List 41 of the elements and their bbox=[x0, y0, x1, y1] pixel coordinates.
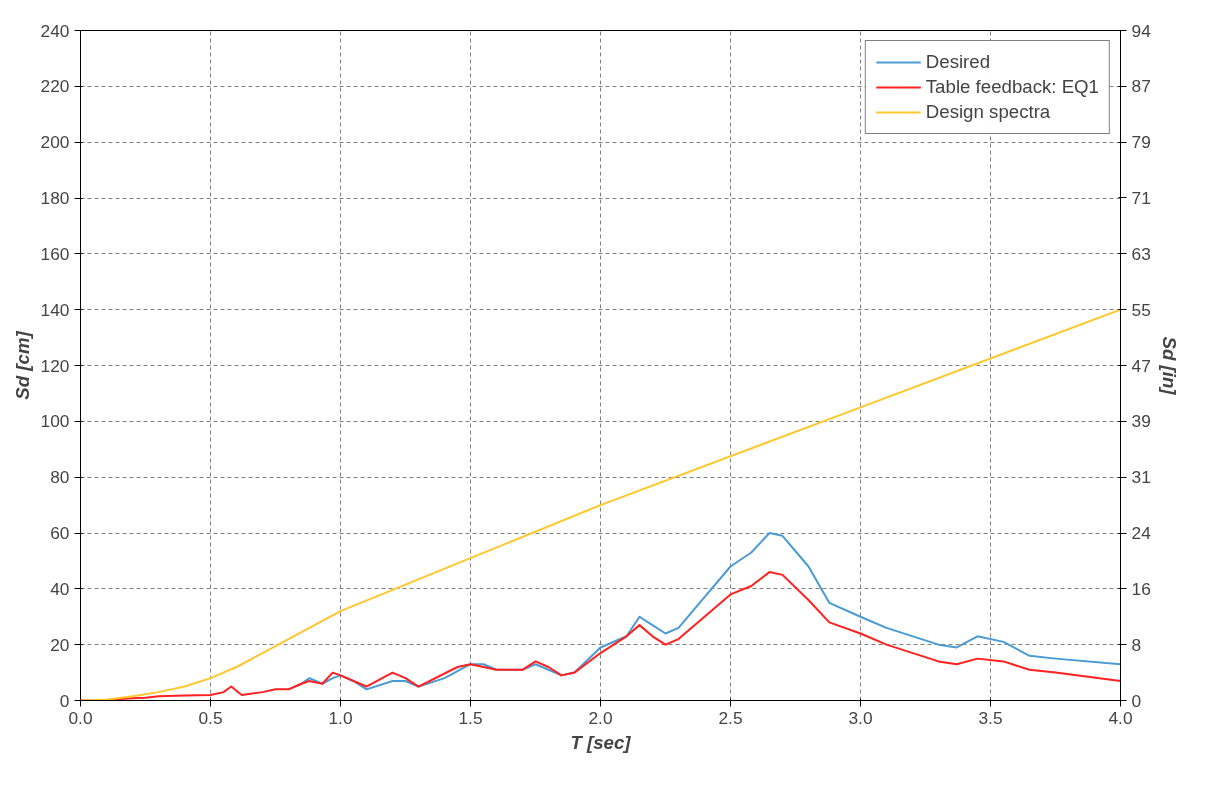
legend-label: Design spectra bbox=[925, 101, 1051, 123]
legend-label: Table feedback: EQ1 bbox=[925, 76, 1099, 98]
x-tick-label: 0.5 bbox=[198, 707, 223, 728]
x-tick-label: 1.0 bbox=[328, 707, 353, 728]
y-tick-label: 240 bbox=[40, 20, 70, 41]
x-tick-label: 3.0 bbox=[848, 707, 873, 728]
y-tick-label: 80 bbox=[50, 467, 70, 488]
y-tick-label: 180 bbox=[40, 188, 70, 208]
y2-tick-label: 39 bbox=[1131, 411, 1151, 432]
y-tick-label: 0 bbox=[59, 690, 70, 711]
x-tick-label: 4.0 bbox=[1108, 707, 1133, 728]
y-tick-label: 20 bbox=[50, 634, 70, 655]
y2-tick-label: 31 bbox=[1131, 467, 1151, 488]
y2-tick-label: 94 bbox=[1131, 20, 1152, 41]
x-tick-label: 3.5 bbox=[978, 707, 1003, 728]
y-tick-label: 140 bbox=[40, 299, 70, 320]
y2-tick-label: 79 bbox=[1131, 132, 1151, 153]
y2-tick-label: 55 bbox=[1131, 299, 1151, 320]
x-axis-title: T [sec] bbox=[570, 731, 632, 753]
y2-tick-label: 0 bbox=[1131, 690, 1142, 711]
y2-axis-title: Sd [in] bbox=[1158, 336, 1180, 396]
y2-tick-label: 63 bbox=[1131, 243, 1151, 264]
x-tick-label: 1.5 bbox=[458, 707, 483, 728]
y2-tick-label: 71 bbox=[1131, 187, 1151, 208]
y-tick-label: 120 bbox=[40, 355, 70, 376]
y-tick-label: 40 bbox=[50, 578, 70, 599]
legend-label: Desired bbox=[925, 51, 991, 73]
y-tick-label: 220 bbox=[40, 76, 70, 97]
y-tick-label: 60 bbox=[50, 523, 70, 543]
y2-tick-label: 24 bbox=[1131, 523, 1152, 544]
y2-tick-label: 87 bbox=[1131, 76, 1151, 97]
y2-tick-label: 47 bbox=[1131, 355, 1151, 376]
x-tick-label: 2.5 bbox=[718, 707, 743, 728]
x-tick-label: 2.0 bbox=[588, 707, 613, 728]
y-tick-label: 160 bbox=[40, 243, 70, 264]
y-axis-title: Sd [cm] bbox=[11, 330, 33, 400]
y2-tick-label: 8 bbox=[1131, 634, 1142, 655]
x-tick-label: 0.0 bbox=[68, 707, 93, 728]
y-tick-label: 200 bbox=[40, 132, 70, 153]
y2-tick-label: 16 bbox=[1131, 578, 1151, 599]
y-tick-label: 100 bbox=[40, 411, 70, 432]
